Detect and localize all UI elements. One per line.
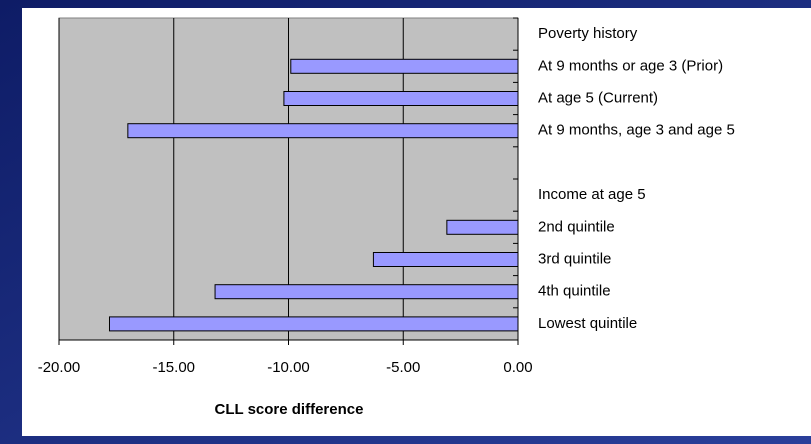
y-tick-label: At 9 months or age 3 (Prior) <box>538 57 723 74</box>
x-tick-label: -15.00 <box>152 359 195 376</box>
y-tick-label: 2nd quintile <box>538 218 615 235</box>
x-tick-label: 0.00 <box>503 359 532 376</box>
y-tick-label: 3rd quintile <box>538 250 611 267</box>
bar <box>446 219 519 235</box>
bar <box>290 58 519 74</box>
x-tick-label: -10.00 <box>267 359 310 376</box>
y-tick-label: At age 5 (Current) <box>538 89 658 106</box>
y-tick-label: Lowest quintile <box>538 315 637 332</box>
bar <box>214 284 519 300</box>
y-tick-label: Poverty history <box>538 25 638 42</box>
x-axis-label: CLL score difference <box>215 401 364 418</box>
bar <box>372 252 519 267</box>
x-tick-label: -5.00 <box>386 359 420 376</box>
bar <box>283 91 519 106</box>
y-tick-label: 4th quintile <box>538 283 611 300</box>
y-tick-label: Income at age 5 <box>538 186 646 203</box>
bar <box>108 316 519 332</box>
x-tick-label: -20.00 <box>38 359 81 376</box>
bar <box>127 123 519 139</box>
y-tick-label: At 9 months, age 3 and age 5 <box>538 122 735 139</box>
